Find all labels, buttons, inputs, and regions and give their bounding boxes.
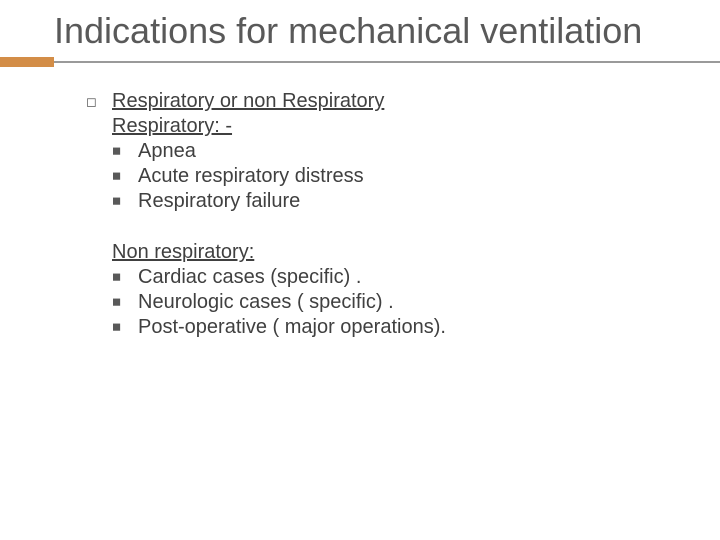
list-item: ◼ Respiratory failure [112, 189, 660, 214]
filled-square-bullet-icon: ◼ [112, 139, 138, 159]
open-square-bullet-icon: ◻ [86, 89, 112, 110]
list-item: ◼ Post-operative ( major operations). [112, 315, 660, 340]
filled-square-bullet-icon: ◼ [112, 189, 138, 209]
non-respiratory-label: Non respiratory: [86, 240, 660, 265]
lead-bullet-text: Respiratory or non Respiratory [112, 89, 384, 114]
section-gap [86, 214, 660, 240]
filled-square-bullet-icon: ◼ [112, 164, 138, 184]
list-item-text: Apnea [138, 139, 196, 164]
list-item-text: Respiratory failure [138, 189, 300, 214]
rule-line [0, 61, 720, 63]
respiratory-label: Respiratory: - [86, 114, 660, 139]
slide-title: Indications for mechanical ventilation [54, 10, 720, 51]
non-respiratory-list: ◼ Cardiac cases (specific) . ◼ Neurologi… [86, 265, 660, 340]
list-item: ◼ Cardiac cases (specific) . [112, 265, 660, 290]
list-item-text: Cardiac cases (specific) . [138, 265, 361, 290]
content-area: ◻ Respiratory or non Respiratory Respira… [0, 67, 720, 340]
list-item: ◼ Apnea [112, 139, 660, 164]
title-block: Indications for mechanical ventilation [0, 0, 720, 51]
list-item-text: Post-operative ( major operations). [138, 315, 446, 340]
list-item-text: Neurologic cases ( specific) . [138, 290, 394, 315]
lead-bullet-row: ◻ Respiratory or non Respiratory [86, 89, 660, 114]
list-item: ◼ Acute respiratory distress [112, 164, 660, 189]
filled-square-bullet-icon: ◼ [112, 265, 138, 285]
list-item-text: Acute respiratory distress [138, 164, 364, 189]
title-rule [0, 57, 720, 67]
respiratory-list: ◼ Apnea ◼ Acute respiratory distress ◼ R… [86, 139, 660, 214]
list-item: ◼ Neurologic cases ( specific) . [112, 290, 660, 315]
filled-square-bullet-icon: ◼ [112, 315, 138, 335]
rule-accent [0, 57, 54, 67]
slide: { "title": "Indications for mechanical v… [0, 0, 720, 540]
filled-square-bullet-icon: ◼ [112, 290, 138, 310]
